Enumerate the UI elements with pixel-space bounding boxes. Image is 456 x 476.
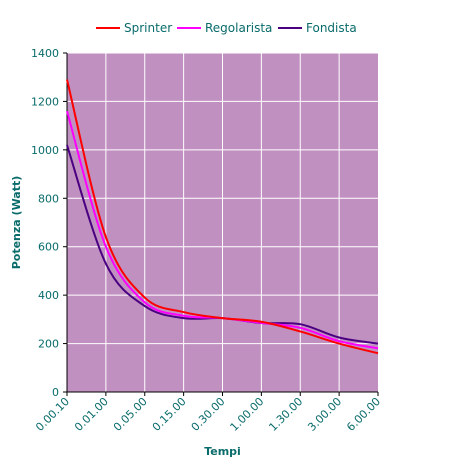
x-axis-title: Tempi bbox=[204, 445, 241, 458]
x-tick-labels: 0.00.10 0.01.00 0.05.00 0.15.00 0.30.00 1.00.… bbox=[33, 395, 383, 434]
x-tick-label: 0.15.00 bbox=[150, 395, 189, 434]
y-tick-label: 600 bbox=[38, 241, 59, 254]
x-tick-label: 3.00.00 bbox=[305, 395, 344, 434]
x-tick-label: 1.00.00 bbox=[228, 395, 267, 434]
x-tick-label: 0.01.00 bbox=[72, 395, 111, 434]
legend-label-sprinter: Sprinter bbox=[124, 21, 172, 35]
x-tick-label: 1.30.00 bbox=[266, 395, 305, 434]
legend: Sprinter Regolarista Fondista bbox=[96, 21, 357, 35]
y-tick-label: 1200 bbox=[31, 95, 59, 108]
y-tick-label: 200 bbox=[38, 338, 59, 351]
y-tick-labels: 0 200 400 600 800 1000 1200 1400 bbox=[31, 47, 59, 399]
gridlines bbox=[67, 52, 378, 392]
y-tick-label: 1000 bbox=[31, 144, 59, 157]
y-tick-label: 1400 bbox=[31, 47, 59, 60]
legend-label-regolarista: Regolarista bbox=[205, 21, 272, 35]
y-tick-label: 0 bbox=[52, 386, 59, 399]
x-tick-label: 0.05.00 bbox=[111, 395, 150, 434]
legend-label-fondista: Fondista bbox=[306, 21, 357, 35]
x-tick-label: 6.00.00 bbox=[344, 395, 383, 434]
series-line-sprinter bbox=[66, 79, 379, 355]
x-tick-label: 0.00.10 bbox=[33, 395, 72, 434]
series-layer bbox=[66, 79, 379, 355]
y-axis-title: Potenza (Watt) bbox=[10, 176, 23, 270]
axes bbox=[63, 52, 379, 396]
y-tick-label: 400 bbox=[38, 289, 59, 302]
y-tick-label: 800 bbox=[38, 192, 59, 205]
x-tick-label: 0.30.00 bbox=[189, 395, 228, 434]
